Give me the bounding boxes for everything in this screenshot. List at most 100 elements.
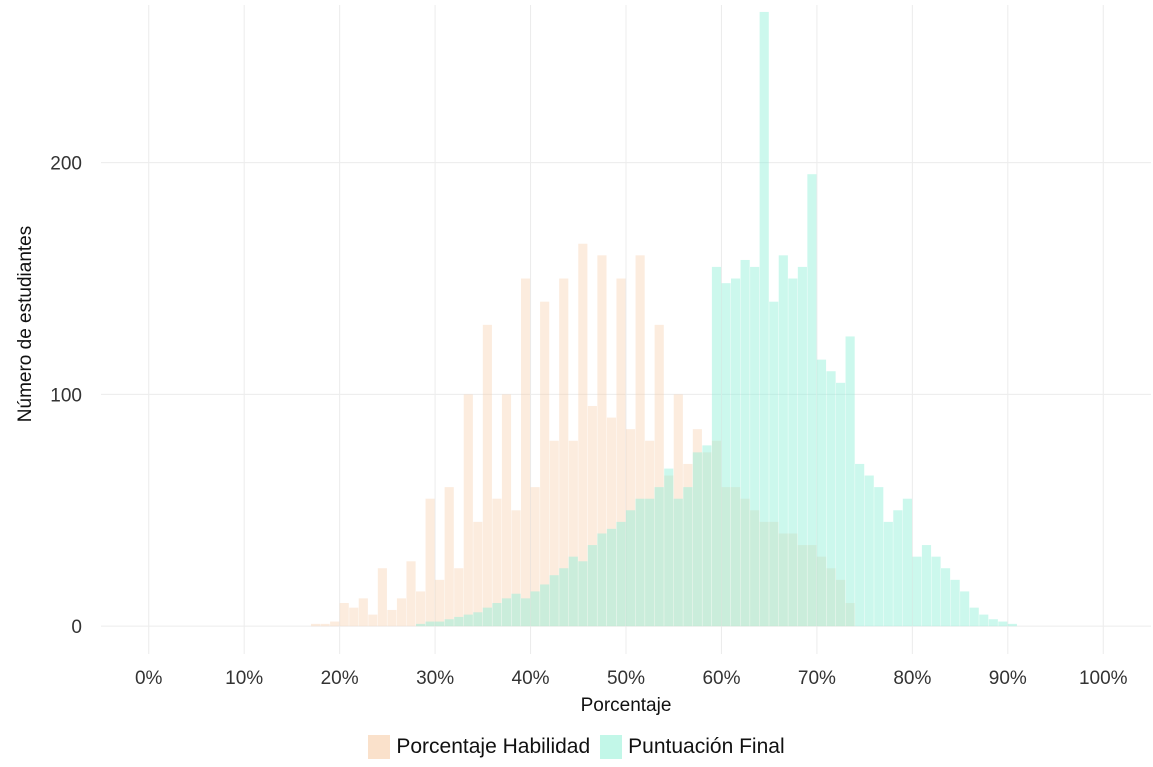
histogram-bar [721, 487, 731, 627]
x-tick-label: 100% [1079, 668, 1128, 689]
x-tick-label: 70% [798, 668, 836, 689]
histogram-bar [874, 487, 884, 627]
histogram-bar [521, 278, 531, 627]
histogram-bar [807, 545, 817, 627]
x-tick-label: 60% [702, 668, 740, 689]
histogram-bar [683, 463, 693, 627]
y-tick-labels: 0 100 200 [50, 154, 82, 639]
histogram-bar [568, 556, 578, 627]
histogram-bar [778, 255, 788, 627]
histogram-bar [406, 561, 416, 627]
histogram-bar [788, 533, 798, 627]
histogram-bar [979, 614, 989, 627]
legend-item-puntuacion: Puntuación Final [600, 735, 785, 759]
histogram-bar [845, 336, 855, 627]
histogram-bar [358, 598, 368, 627]
histogram-bars [311, 11, 1017, 627]
x-tick-labels: 0% 10% 20% 30% 40% 50% 60% 70% 80% 90% 100% [135, 668, 1128, 689]
histogram-bar [320, 623, 330, 627]
histogram-bar [616, 521, 626, 627]
histogram-bar [702, 452, 712, 627]
histogram-bar [683, 487, 693, 627]
histogram-bar [673, 394, 683, 627]
x-tick-label: 90% [989, 668, 1027, 689]
histogram-bar [740, 498, 750, 627]
histogram-bar [454, 568, 464, 627]
series-puntuacion-final [416, 11, 1017, 627]
x-tick-label: 30% [416, 668, 454, 689]
histogram-bar [463, 394, 473, 627]
histogram-bar [416, 623, 426, 627]
histogram-bar [616, 278, 626, 627]
histogram-bar [530, 591, 540, 627]
histogram-bar [501, 394, 512, 627]
histogram-bar [692, 452, 702, 627]
histogram-bar [349, 607, 359, 627]
histogram-bar [540, 301, 550, 627]
x-tick-label: 50% [607, 668, 645, 689]
histogram-bar [568, 440, 578, 627]
x-tick-label: 80% [893, 668, 931, 689]
histogram-bar [912, 556, 922, 627]
histogram-bar [731, 278, 741, 627]
histogram-bar [750, 266, 760, 627]
histogram-bar [645, 440, 655, 627]
histogram-bar [883, 521, 893, 627]
histogram-bar [778, 533, 788, 627]
histogram-bar [511, 593, 521, 627]
histogram-bar [521, 598, 531, 627]
histogram-bar [606, 417, 617, 627]
histogram-bar [578, 243, 588, 627]
histogram-bar [549, 575, 559, 627]
histogram-bar [902, 498, 912, 627]
legend-label-puntuacion: Puntuación Final [628, 735, 785, 758]
y-tick-label: 100 [50, 385, 82, 406]
legend-label-habilidad: Porcentaje Habilidad [396, 735, 591, 758]
histogram-bar [702, 445, 712, 627]
histogram-bar [836, 382, 846, 627]
histogram-bar [750, 510, 760, 627]
histogram-bar [587, 405, 597, 627]
histogram-bar [597, 255, 607, 627]
legend: Porcentaje Habilidad Puntuación Final [0, 735, 1153, 759]
histogram-bar [587, 545, 597, 627]
histogram-bar [788, 278, 798, 627]
histogram-bar [435, 579, 445, 627]
histogram-bar [969, 607, 979, 627]
histogram-bar [654, 487, 664, 627]
histogram-bar [387, 609, 397, 627]
histogram-bar [711, 440, 722, 627]
histogram-bar [635, 498, 645, 627]
histogram-bar [950, 579, 960, 627]
histogram-bar [711, 266, 722, 627]
histogram-bar [769, 301, 779, 627]
histogram-bar [759, 11, 769, 627]
histogram-bar [559, 568, 569, 627]
histogram-bar [606, 528, 617, 627]
grid-lines [101, 5, 1151, 654]
histogram-bar [425, 621, 435, 627]
legend-swatch-habilidad [368, 735, 391, 759]
histogram-bar [530, 487, 540, 627]
x-tick-label: 20% [321, 668, 359, 689]
histogram-bar [673, 498, 683, 627]
legend-item-habilidad: Porcentaje Habilidad [368, 735, 590, 759]
histogram-bar [731, 487, 741, 627]
histogram-bar [988, 619, 998, 627]
x-tick-label: 0% [135, 668, 163, 689]
y-tick-label: 200 [50, 154, 82, 175]
histogram-bar [435, 621, 445, 627]
histogram-bar [759, 521, 769, 627]
y-axis-title: Número de estudiantes [15, 226, 36, 422]
histogram-bar [377, 568, 387, 627]
histogram-bar [826, 371, 836, 627]
histogram-bar [845, 603, 855, 627]
histogram-bar [893, 510, 903, 627]
histogram-bar [931, 556, 941, 627]
histogram-bar [1007, 623, 1017, 627]
histogram-bar [836, 579, 846, 627]
histogram-bar [740, 259, 750, 627]
y-tick-label: 0 [71, 617, 82, 638]
legend-swatch-puntuacion [600, 735, 623, 759]
